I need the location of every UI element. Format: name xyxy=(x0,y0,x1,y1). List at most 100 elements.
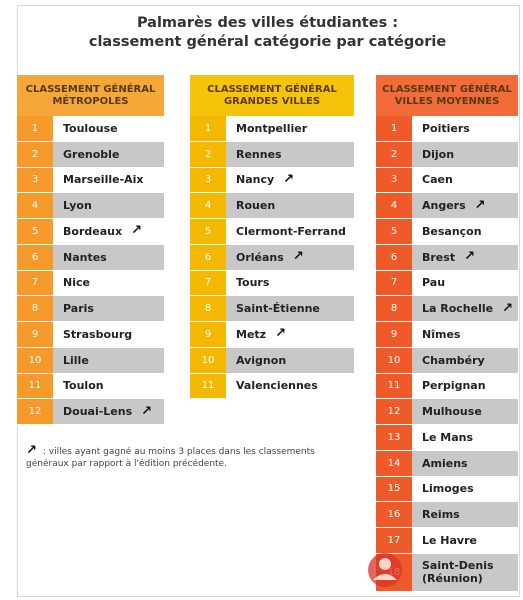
city-name: Brest xyxy=(422,250,456,264)
rank-number: 13 xyxy=(376,425,412,450)
header-line-1: CLASSEMENT GÉNÉRAL xyxy=(25,83,156,95)
city-cell: Perpignan xyxy=(412,373,518,399)
rising-arrow-icon: ↗ xyxy=(502,300,514,316)
city-cell: Lille xyxy=(53,347,164,373)
ranking-row: 10 Chambéry xyxy=(376,347,518,374)
city-cell: Amiens xyxy=(412,450,518,476)
city-name: Limoges xyxy=(422,482,474,496)
rank-number: 1 xyxy=(190,116,226,141)
column-grandes-villes: CLASSEMENT GÉNÉRAL GRANDES VILLES 1 Montp… xyxy=(190,75,354,400)
rising-arrow-icon: ↗ xyxy=(292,249,304,265)
ranking-row: 8 Saint-Étienne xyxy=(190,296,354,322)
city-cell: Angers ↗ xyxy=(412,193,518,218)
city-name: Perpignan xyxy=(422,379,486,393)
ranking-row: 10 Avignon xyxy=(190,347,354,374)
rank-number: 9 xyxy=(190,322,226,347)
column-villes-moyennes: CLASSEMENT GÉNÉRAL VILLES MOYENNES 1 Poit… xyxy=(376,75,518,592)
rank-number: 11 xyxy=(17,373,53,399)
city-name: Amiens xyxy=(422,456,468,470)
ranking-list-metropoles: 1 Toulouse 2 Grenoble 3 Marseille-Aix 4 Lyon 5 Bo… xyxy=(17,116,164,425)
header-line-1: CLASSEMENT GÉNÉRAL xyxy=(207,83,337,95)
city-cell: Marseille-Aix xyxy=(53,167,164,193)
rising-arrow-icon: ↗ xyxy=(464,249,475,265)
rank-number: 2 xyxy=(376,141,412,167)
city-name: Besançon xyxy=(422,224,482,238)
city-name: Paris xyxy=(63,302,94,316)
legend-text: : villes ayant gagné au moins 3 places d… xyxy=(26,447,315,469)
rising-arrow-icon: ↗ xyxy=(474,197,486,213)
ranking-row: 2 Rennes xyxy=(190,141,354,168)
ranking-row: 5 Bordeaux ↗ xyxy=(17,219,164,245)
rank-number: 8 xyxy=(17,296,53,321)
rank-number: 2 xyxy=(17,141,53,167)
city-cell: Avignon xyxy=(226,347,354,373)
rising-arrow-icon: ↗ xyxy=(275,326,286,342)
ranking-row: 13 Le Mans xyxy=(376,425,518,451)
city-name: Avignon xyxy=(236,353,287,367)
city-name: Lyon xyxy=(63,199,92,213)
city-name: Toulouse xyxy=(63,121,118,135)
rank-number: 1 xyxy=(376,116,412,141)
city-name: Toulon xyxy=(63,379,104,393)
city-cell: Grenoble xyxy=(53,141,164,167)
city-cell: Nice xyxy=(53,270,164,296)
city-cell: Douai-Lens ↗ xyxy=(53,399,164,424)
city-cell: Bordeaux ↗ xyxy=(53,219,164,244)
city-name: Valenciennes xyxy=(236,379,318,393)
rank-number: 9 xyxy=(17,322,53,347)
city-cell: Caen xyxy=(412,167,518,193)
rank-number: 6 xyxy=(17,244,53,270)
ranking-row: 14 Amiens xyxy=(376,450,518,477)
ranking-row: 17 Le Havre xyxy=(376,528,518,554)
city-name: Saint-Denis (Réunion) xyxy=(422,559,494,586)
ranking-row: 4 Lyon xyxy=(17,193,164,219)
city-name: Metz xyxy=(236,327,267,341)
ranking-row: 8 La Rochelle ↗ xyxy=(376,296,518,322)
rank-number: 10 xyxy=(190,347,226,373)
ranking-row: 4 Angers ↗ xyxy=(376,193,518,219)
ranking-row: 9 Strasbourg xyxy=(17,322,164,348)
city-name: Dijon xyxy=(422,147,455,161)
city-name: Orléans xyxy=(236,250,284,264)
ranking-row: 7 Tours xyxy=(190,270,354,297)
rank-number: 3 xyxy=(17,167,53,193)
rank-number: 4 xyxy=(190,193,226,218)
city-cell: Brest ↗ xyxy=(412,244,518,270)
city-cell: Chambéry xyxy=(412,347,518,373)
city-cell: Reims xyxy=(412,502,518,527)
legend: ↗: villes ayant gagné au moins 3 places … xyxy=(26,444,346,470)
city-name: Montpellier xyxy=(236,121,308,135)
city-name: Rennes xyxy=(236,147,282,161)
rank-number: 8 xyxy=(376,296,412,321)
rank-number: 11 xyxy=(376,373,412,399)
header-line-1: CLASSEMENT GÉNÉRAL xyxy=(382,83,512,95)
ranking-row: 12 Mulhouse xyxy=(376,399,518,425)
watermark-emblem-icon xyxy=(368,553,402,587)
ranking-row: 10 Lille xyxy=(17,347,164,374)
city-name: Rouen xyxy=(236,199,276,213)
city-name: Marseille-Aix xyxy=(63,173,144,187)
ranking-row: 7 Pau xyxy=(376,270,518,297)
city-name: Mulhouse xyxy=(422,405,482,419)
ranking-row: 11 Valenciennes xyxy=(190,373,354,400)
ranking-row: 11 Perpignan xyxy=(376,373,518,400)
city-cell: Tours xyxy=(226,270,354,296)
column-header-grandes-villes: CLASSEMENT GÉNÉRAL GRANDES VILLES xyxy=(190,75,354,116)
rank-number: 17 xyxy=(376,528,412,553)
rank-number: 14 xyxy=(376,450,412,476)
city-name: Chambéry xyxy=(422,353,485,367)
header-line-2: VILLES MOYENNES xyxy=(394,95,500,107)
rank-number: 10 xyxy=(376,347,412,373)
title-line-1: Palmarès des villes étudiantes : xyxy=(136,15,399,31)
city-cell: Pau xyxy=(412,270,518,296)
city-name: Caen xyxy=(422,173,453,187)
rank-number: 4 xyxy=(376,193,412,218)
rank-number: 5 xyxy=(190,219,226,244)
city-name: Nîmes xyxy=(422,327,461,341)
rank-number: 8 xyxy=(190,296,226,321)
city-cell: Metz ↗ xyxy=(226,322,354,347)
header-line-2: MÉTROPOLES xyxy=(52,95,129,107)
header-line-2: GRANDES VILLES xyxy=(223,95,321,107)
watermark-logo xyxy=(365,548,515,592)
ranking-row: 11 Toulon xyxy=(17,373,164,400)
